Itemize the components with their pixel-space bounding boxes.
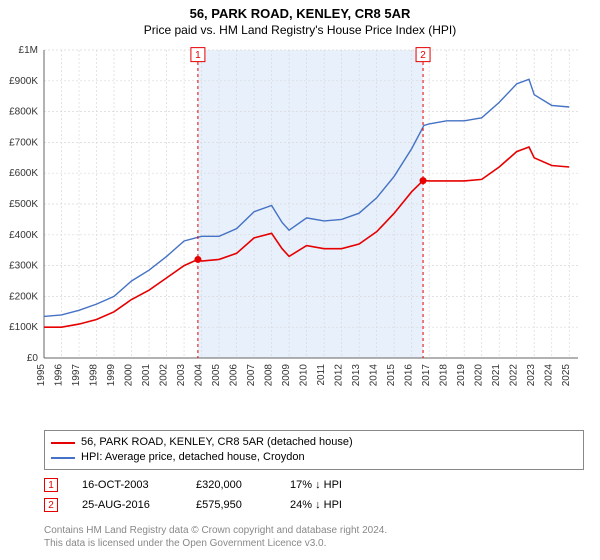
legend: 56, PARK ROAD, KENLEY, CR8 5AR (detached…: [44, 430, 584, 470]
svg-text:£500K: £500K: [9, 199, 38, 210]
svg-text:£900K: £900K: [9, 76, 38, 87]
sale-price: £320,000: [196, 479, 266, 491]
svg-text:2023: 2023: [526, 364, 537, 387]
svg-text:2021: 2021: [491, 364, 502, 387]
svg-text:2010: 2010: [299, 364, 310, 387]
footnote: Contains HM Land Registry data © Crown c…: [44, 524, 584, 550]
svg-text:2015: 2015: [386, 364, 397, 387]
legend-item: 56, PARK ROAD, KENLEY, CR8 5AR (detached…: [51, 435, 577, 450]
svg-text:£200K: £200K: [9, 291, 38, 302]
figure-container: 56, PARK ROAD, KENLEY, CR8 5AR Price pai…: [0, 0, 600, 560]
svg-text:2003: 2003: [176, 364, 187, 387]
svg-text:1997: 1997: [71, 364, 82, 387]
svg-text:2020: 2020: [474, 364, 485, 387]
sale-hpi-delta: 24% ↓ HPI: [290, 499, 380, 511]
svg-text:£800K: £800K: [9, 107, 38, 118]
svg-text:2018: 2018: [439, 364, 450, 387]
legend-item: HPI: Average price, detached house, Croy…: [51, 450, 577, 465]
chart-svg: £0£100K£200K£300K£400K£500K£600K£700K£80…: [44, 48, 584, 398]
sale-date: 25-AUG-2016: [82, 499, 172, 511]
sale-date: 16-OCT-2003: [82, 479, 172, 491]
svg-text:1995: 1995: [36, 364, 47, 387]
svg-text:2008: 2008: [264, 364, 275, 387]
svg-text:2004: 2004: [194, 364, 205, 387]
svg-text:£100K: £100K: [9, 322, 38, 333]
sale-marker-number: 2: [44, 498, 58, 512]
svg-text:1: 1: [195, 50, 201, 61]
svg-text:2005: 2005: [211, 364, 222, 387]
svg-text:2013: 2013: [351, 364, 362, 387]
svg-text:£600K: £600K: [9, 168, 38, 179]
svg-text:2017: 2017: [421, 364, 432, 387]
footnote-line: This data is licensed under the Open Gov…: [44, 537, 584, 550]
svg-text:2009: 2009: [281, 364, 292, 387]
svg-text:2007: 2007: [246, 364, 257, 387]
chart-area: £0£100K£200K£300K£400K£500K£600K£700K£80…: [44, 48, 584, 398]
legend-label: HPI: Average price, detached house, Croy…: [81, 450, 305, 465]
svg-text:£700K: £700K: [9, 137, 38, 148]
sale-row: 2 25-AUG-2016 £575,950 24% ↓ HPI: [44, 495, 584, 515]
legend-label: 56, PARK ROAD, KENLEY, CR8 5AR (detached…: [81, 435, 353, 450]
svg-text:£400K: £400K: [9, 230, 38, 241]
svg-text:1996: 1996: [54, 364, 65, 387]
svg-text:2022: 2022: [509, 364, 520, 387]
sale-marker-number: 1: [44, 478, 58, 492]
sale-row: 1 16-OCT-2003 £320,000 17% ↓ HPI: [44, 475, 584, 495]
svg-text:2016: 2016: [404, 364, 415, 387]
svg-text:1999: 1999: [106, 364, 117, 387]
svg-text:2025: 2025: [561, 364, 572, 387]
sales-table: 1 16-OCT-2003 £320,000 17% ↓ HPI 2 25-AUG-201…: [44, 475, 584, 515]
svg-text:£1M: £1M: [19, 45, 38, 56]
svg-text:2001: 2001: [141, 364, 152, 387]
sale-price: £575,950: [196, 499, 266, 511]
svg-text:2014: 2014: [369, 364, 380, 387]
svg-text:1998: 1998: [89, 364, 100, 387]
sale-hpi-delta: 17% ↓ HPI: [290, 479, 380, 491]
chart-title: 56, PARK ROAD, KENLEY, CR8 5AR: [0, 0, 600, 21]
svg-text:2: 2: [420, 50, 426, 61]
svg-text:2000: 2000: [124, 364, 135, 387]
footnote-line: Contains HM Land Registry data © Crown c…: [44, 524, 584, 537]
svg-text:2012: 2012: [334, 364, 345, 387]
svg-text:£0: £0: [27, 353, 39, 364]
legend-swatch: [51, 457, 75, 459]
svg-text:2024: 2024: [544, 364, 555, 387]
svg-text:2019: 2019: [456, 364, 467, 387]
svg-text:2011: 2011: [316, 364, 327, 386]
legend-swatch: [51, 442, 75, 444]
svg-text:2002: 2002: [159, 364, 170, 387]
svg-text:2006: 2006: [229, 364, 240, 387]
chart-subtitle: Price paid vs. HM Land Registry's House …: [0, 21, 600, 41]
svg-text:£300K: £300K: [9, 261, 38, 272]
